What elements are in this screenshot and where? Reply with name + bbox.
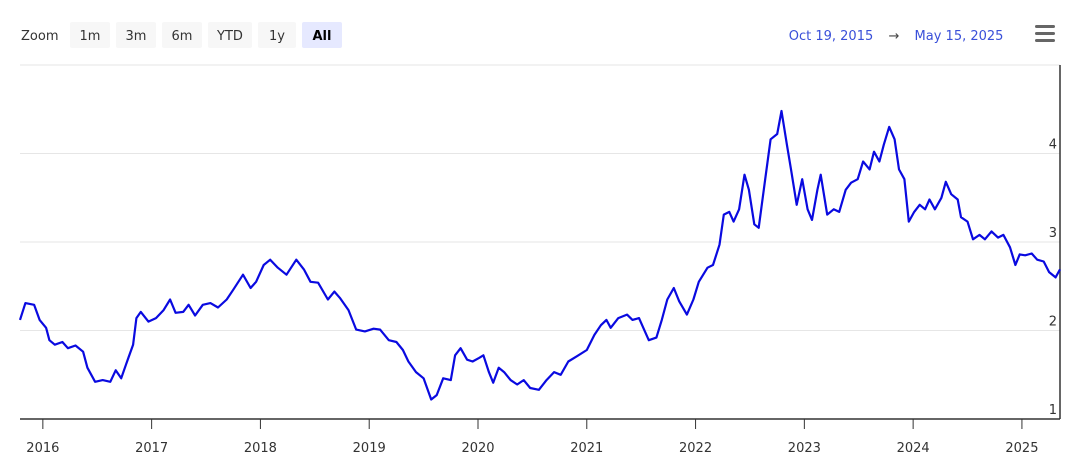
zoom-button[interactable]: 6m — [162, 22, 202, 48]
range-to: May 15, 2025 — [915, 29, 1004, 44]
zoom-button-bg — [116, 22, 156, 48]
x-tick-label: 2024 — [897, 441, 930, 456]
range-arrow: → — [889, 29, 900, 44]
x-tick-label: 2025 — [1005, 441, 1038, 456]
x-tick-label: 2023 — [788, 441, 821, 456]
zoom-button-bg — [208, 22, 252, 48]
x-tick-label: 2018 — [244, 441, 277, 456]
x-tick-label: 2017 — [135, 441, 168, 456]
x-tick-label: 2020 — [461, 441, 494, 456]
zoom-button-label: 1y — [269, 29, 285, 44]
x-tick-label: 2019 — [353, 441, 386, 456]
zoom-button[interactable]: All — [302, 22, 342, 48]
y-tick-label: 3 — [1049, 226, 1057, 241]
zoom-button-bg — [302, 22, 342, 48]
zoom-button-bg — [162, 22, 202, 48]
zoom-button[interactable]: YTD — [208, 22, 252, 48]
y-tick-label: 1 — [1049, 403, 1057, 418]
y-tick-label: 2 — [1049, 315, 1057, 330]
price-line — [18, 109, 1061, 401]
zoom-button-label: YTD — [216, 29, 243, 44]
zoom-label: Zoom — [21, 29, 58, 44]
zoom-button-label: 3m — [126, 29, 147, 44]
x-tick-label: 2016 — [26, 441, 59, 456]
zoom-button[interactable]: 1y — [258, 22, 296, 48]
zoom-button[interactable]: 1m — [70, 22, 110, 48]
zoom-button[interactable]: 3m — [116, 22, 156, 48]
menu-icon[interactable] — [1035, 25, 1055, 42]
zoom-button-label: 1m — [80, 29, 101, 44]
x-tick-label: 2022 — [679, 441, 712, 456]
x-tick-label: 2021 — [570, 441, 603, 456]
zoom-button-bg — [70, 22, 110, 48]
zoom-button-label: All — [313, 29, 332, 44]
range-from: Oct 19, 2015 — [789, 29, 874, 44]
zoom-button-label: 6m — [172, 29, 193, 44]
zoom-button-bg — [258, 22, 296, 48]
y-tick-label: 4 — [1049, 138, 1057, 153]
